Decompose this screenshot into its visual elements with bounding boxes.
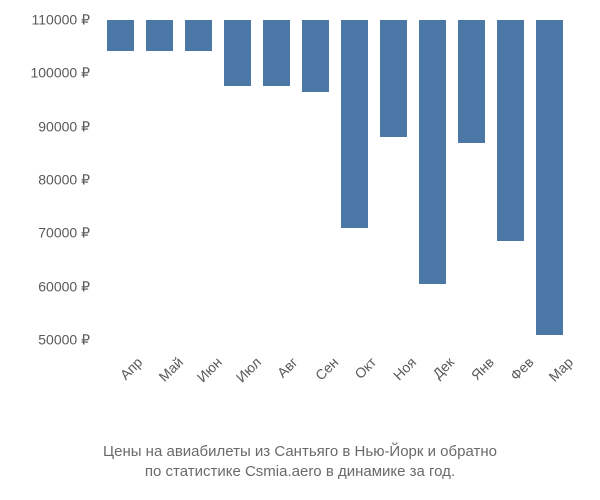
x-tick-label: Дек [429,354,457,382]
x-tick-label: Ноя [390,354,419,383]
bar [263,20,290,86]
x-label-slot: Мар [533,344,566,360]
x-label-slot: Апр [104,344,137,360]
x-tick-label: Янв [468,354,497,383]
bar [224,20,251,86]
bar-slot [299,20,332,340]
x-axis-labels: Апр Май Июн Июл Авг Сен Окт Ноя Дек Янв Фев Мар [100,344,570,360]
bars-region [100,20,570,340]
y-tick-label: 70000 ₽ [38,225,90,242]
bar-slot [338,20,371,340]
y-tick-label: 110000 ₽ [32,12,90,29]
x-tick-label: Авг [273,354,300,381]
bar [185,20,212,51]
bar [146,20,173,51]
bar-slot [455,20,488,340]
bar [458,20,485,143]
y-tick-label: 80000 ₽ [38,172,90,189]
caption-line-2: по статистике Csmia.aero в динамике за г… [145,463,455,480]
bar-slot [182,20,215,340]
price-chart: 50000 ₽ 60000 ₽ 70000 ₽ 80000 ₽ 90000 ₽ 10000… [0,0,600,500]
x-label-slot: Сен [299,344,332,360]
y-axis: 50000 ₽60000 ₽70000 ₽80000 ₽90000 ₽10000… [10,20,100,340]
bar [302,20,329,92]
x-label-slot: Дек [416,344,449,360]
x-label-slot: Янв [455,344,488,360]
bar-slot [260,20,293,340]
bar-slot [377,20,410,340]
x-label-slot: Май [143,344,176,360]
y-tick-label: 50000 ₽ [38,332,90,349]
y-tick-label: 60000 ₽ [38,278,90,295]
plot-area: 50000 ₽ 60000 ₽ 70000 ₽ 80000 ₽ 90000 ₽ 10000… [10,20,570,400]
x-tick-label: Мар [545,354,576,385]
x-tick-label: Сен [312,354,341,383]
bar [497,20,524,241]
x-label-slot: Ноя [377,344,410,360]
bar-slot [533,20,566,340]
bar [536,20,563,335]
bar-slot [221,20,254,340]
x-tick-label: Апр [117,354,146,383]
bar-slot [416,20,449,340]
caption-line-1: Цены на авиабилеты из Сантьяго в Нью-Йор… [103,443,497,460]
x-label-slot: Фев [494,344,527,360]
x-label-slot: Окт [338,344,371,360]
bar-slot [104,20,137,340]
bar [419,20,446,284]
bar [107,20,134,51]
x-tick-label: Фев [507,354,537,384]
x-label-slot: Июн [182,344,215,360]
y-tick-label: 90000 ₽ [38,118,90,135]
bar-slot [494,20,527,340]
y-tick-label: 100000 ₽ [30,65,90,82]
bar-slot [143,20,176,340]
bar [380,20,407,137]
x-tick-label: Окт [351,354,379,382]
x-label-slot: Авг [260,344,293,360]
x-label-slot: Июл [221,344,254,360]
bar [341,20,368,228]
chart-caption: Цены на авиабилеты из Сантьяго в Нью-Йор… [0,442,600,483]
bars-row [100,20,570,340]
